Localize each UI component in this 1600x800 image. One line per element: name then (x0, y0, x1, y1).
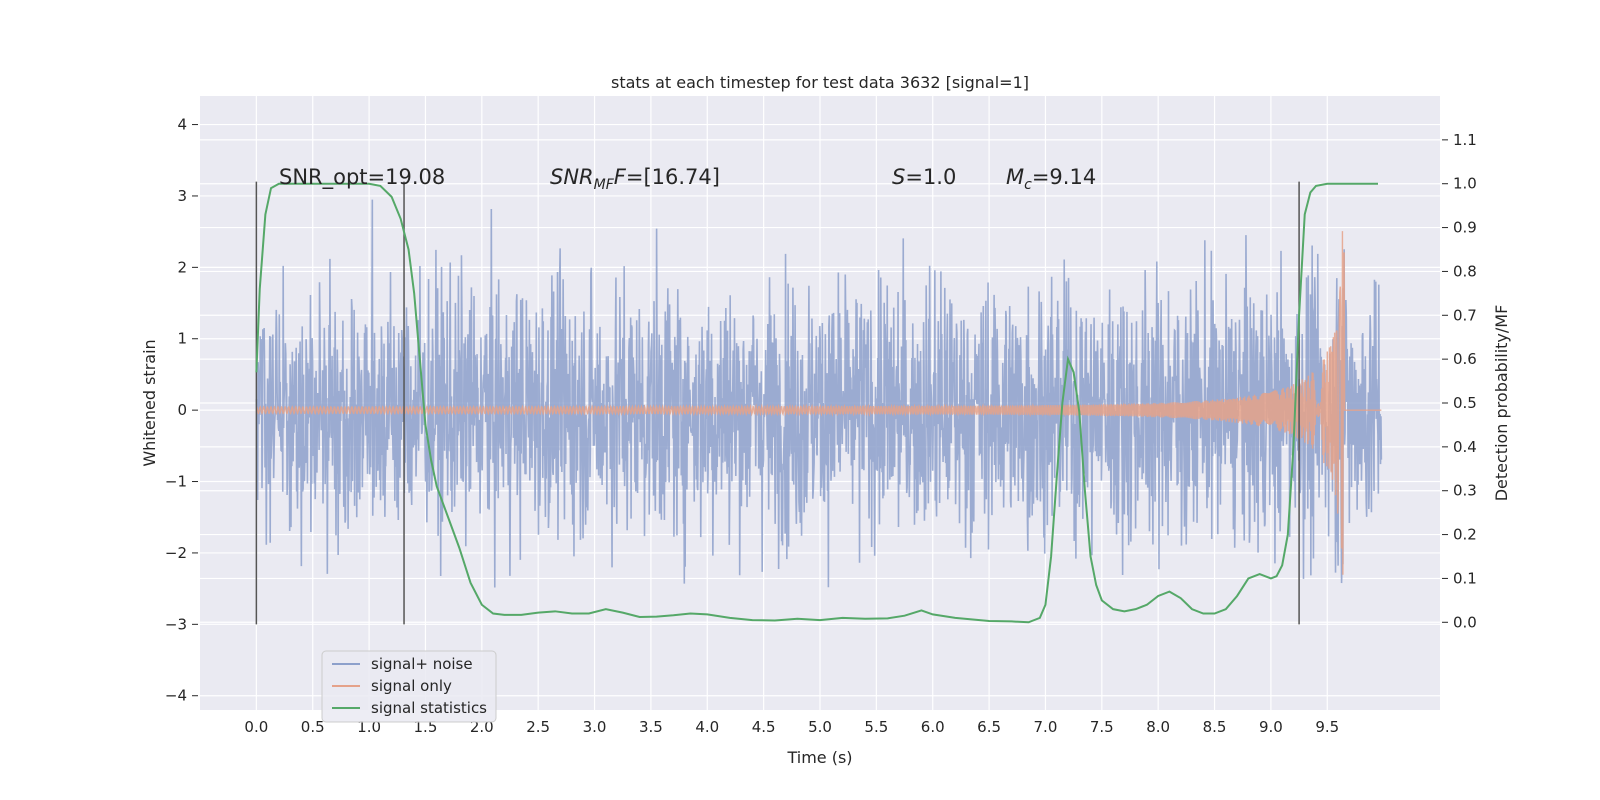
y2-tick-label-0: 0.0 (1453, 613, 1477, 631)
series-signal-noise-line (255, 199, 1383, 588)
x-tick-label-6: 6.0 (921, 718, 945, 736)
x-tick-label-9_5: 9.5 (1315, 718, 1339, 736)
series-signal-statistics-line (255, 182, 1378, 624)
x-tick-label-0_5: 0.5 (301, 718, 325, 736)
chart-title: stats at each timestep for test data 363… (611, 73, 1029, 92)
y-tick-label-3: 3 (177, 187, 187, 205)
annotation-snr-mf: SNRMFF=[16.74] (550, 165, 720, 193)
x-tick-label-2_5: 2.5 (526, 718, 550, 736)
annotation-snr-mf-value: =[16.74] (626, 165, 720, 189)
x-tick-label-9: 9.0 (1259, 718, 1283, 736)
y2-tick-label-1_1: 1.1 (1453, 131, 1477, 149)
y2-tick-label-0_6: 0.6 (1453, 350, 1477, 368)
legend: signal+ noise signal only signal statist… (321, 650, 497, 723)
annotation-s-value: =1.0 (905, 165, 956, 189)
y-axis-label: Whitened strain (140, 339, 159, 466)
x-tick-label-6_5: 6.5 (977, 718, 1001, 736)
annotation-mc-sub: c (1024, 177, 1032, 193)
x-tick-label-4: 4.0 (695, 718, 719, 736)
series-signal-only-line (256, 231, 1382, 575)
x-tick-label-8_5: 8.5 (1203, 718, 1227, 736)
y2-axis-ticks: 1.1 1.0 0.9 0.8 0.7 0.6 0.5 0.4 0.3 0.2 0.1 0.0 (1442, 131, 1477, 631)
legend-box (321, 650, 497, 723)
annotation-mc-main: M (1006, 165, 1024, 189)
annotation-s: S=1.0 (892, 165, 956, 189)
y2-tick-label-0_7: 0.7 (1453, 306, 1477, 324)
y2-tick-label-0_4: 0.4 (1453, 438, 1477, 456)
y2-tick-label-0_8: 0.8 (1453, 262, 1477, 280)
y-tick-label-m1: −1 (165, 473, 187, 491)
x-axis-ticks: 0.0 0.5 1.0 1.5 2.0 2.5 3.0 3.5 4.0 4.5 5.0 5.5 6.0 6… (244, 718, 1339, 736)
y2-tick-label-1: 1.0 (1453, 175, 1477, 193)
y2-tick-label-0_9: 0.9 (1453, 219, 1477, 237)
legend-label-signal-only: signal only (371, 677, 452, 695)
y-tick-label-4: 4 (177, 116, 187, 134)
y2-tick-label-0_3: 0.3 (1453, 482, 1477, 500)
y2-axis-label: Detection probability/MF (1492, 305, 1511, 502)
y2-tick-label-0_1: 0.1 (1453, 569, 1477, 587)
x-tick-label-8: 8.0 (1146, 718, 1170, 736)
y2-tick-label-0_2: 0.2 (1453, 526, 1477, 544)
y-tick-label-m2: −2 (165, 544, 187, 562)
x-tick-label-4_5: 4.5 (752, 718, 776, 736)
y-axis-ticks: 4 3 2 1 0 −1 −2 −3 −4 (165, 116, 198, 705)
y2-tick-label-0_5: 0.5 (1453, 394, 1477, 412)
x-tick-label-5_5: 5.5 (864, 718, 888, 736)
annotation-snr-mf-sub: MF (594, 177, 615, 193)
x-tick-label-7: 7.0 (1034, 718, 1058, 736)
x-tick-label-3_5: 3.5 (639, 718, 663, 736)
vertical-markers (255, 181, 1300, 625)
x-tick-label-7_5: 7.5 (1090, 718, 1114, 736)
annotation-mc: Mc=9.14 (1006, 165, 1096, 193)
annotation-snr-mf-main: SNR (550, 165, 594, 189)
legend-label-signal-statistics: signal statistics (371, 699, 487, 717)
legend-label-signal-noise: signal+ noise (371, 655, 473, 673)
y-tick-label-1: 1 (177, 330, 187, 348)
annotation-mc-value: =9.14 (1032, 165, 1096, 189)
y-tick-label-m4: −4 (165, 687, 187, 705)
annotation-s-main: S (892, 165, 905, 189)
x-tick-label-5: 5.0 (808, 718, 832, 736)
x-tick-label-0: 0.0 (244, 718, 268, 736)
y-tick-label-0: 0 (177, 401, 187, 419)
x-axis-label: Time (s) (786, 748, 852, 767)
x-tick-label-3: 3.0 (583, 718, 607, 736)
y-tick-label-m3: −3 (165, 615, 187, 633)
annotation-snr-opt: SNR_opt=19.08 (279, 165, 445, 190)
y-tick-label-2: 2 (177, 258, 187, 276)
